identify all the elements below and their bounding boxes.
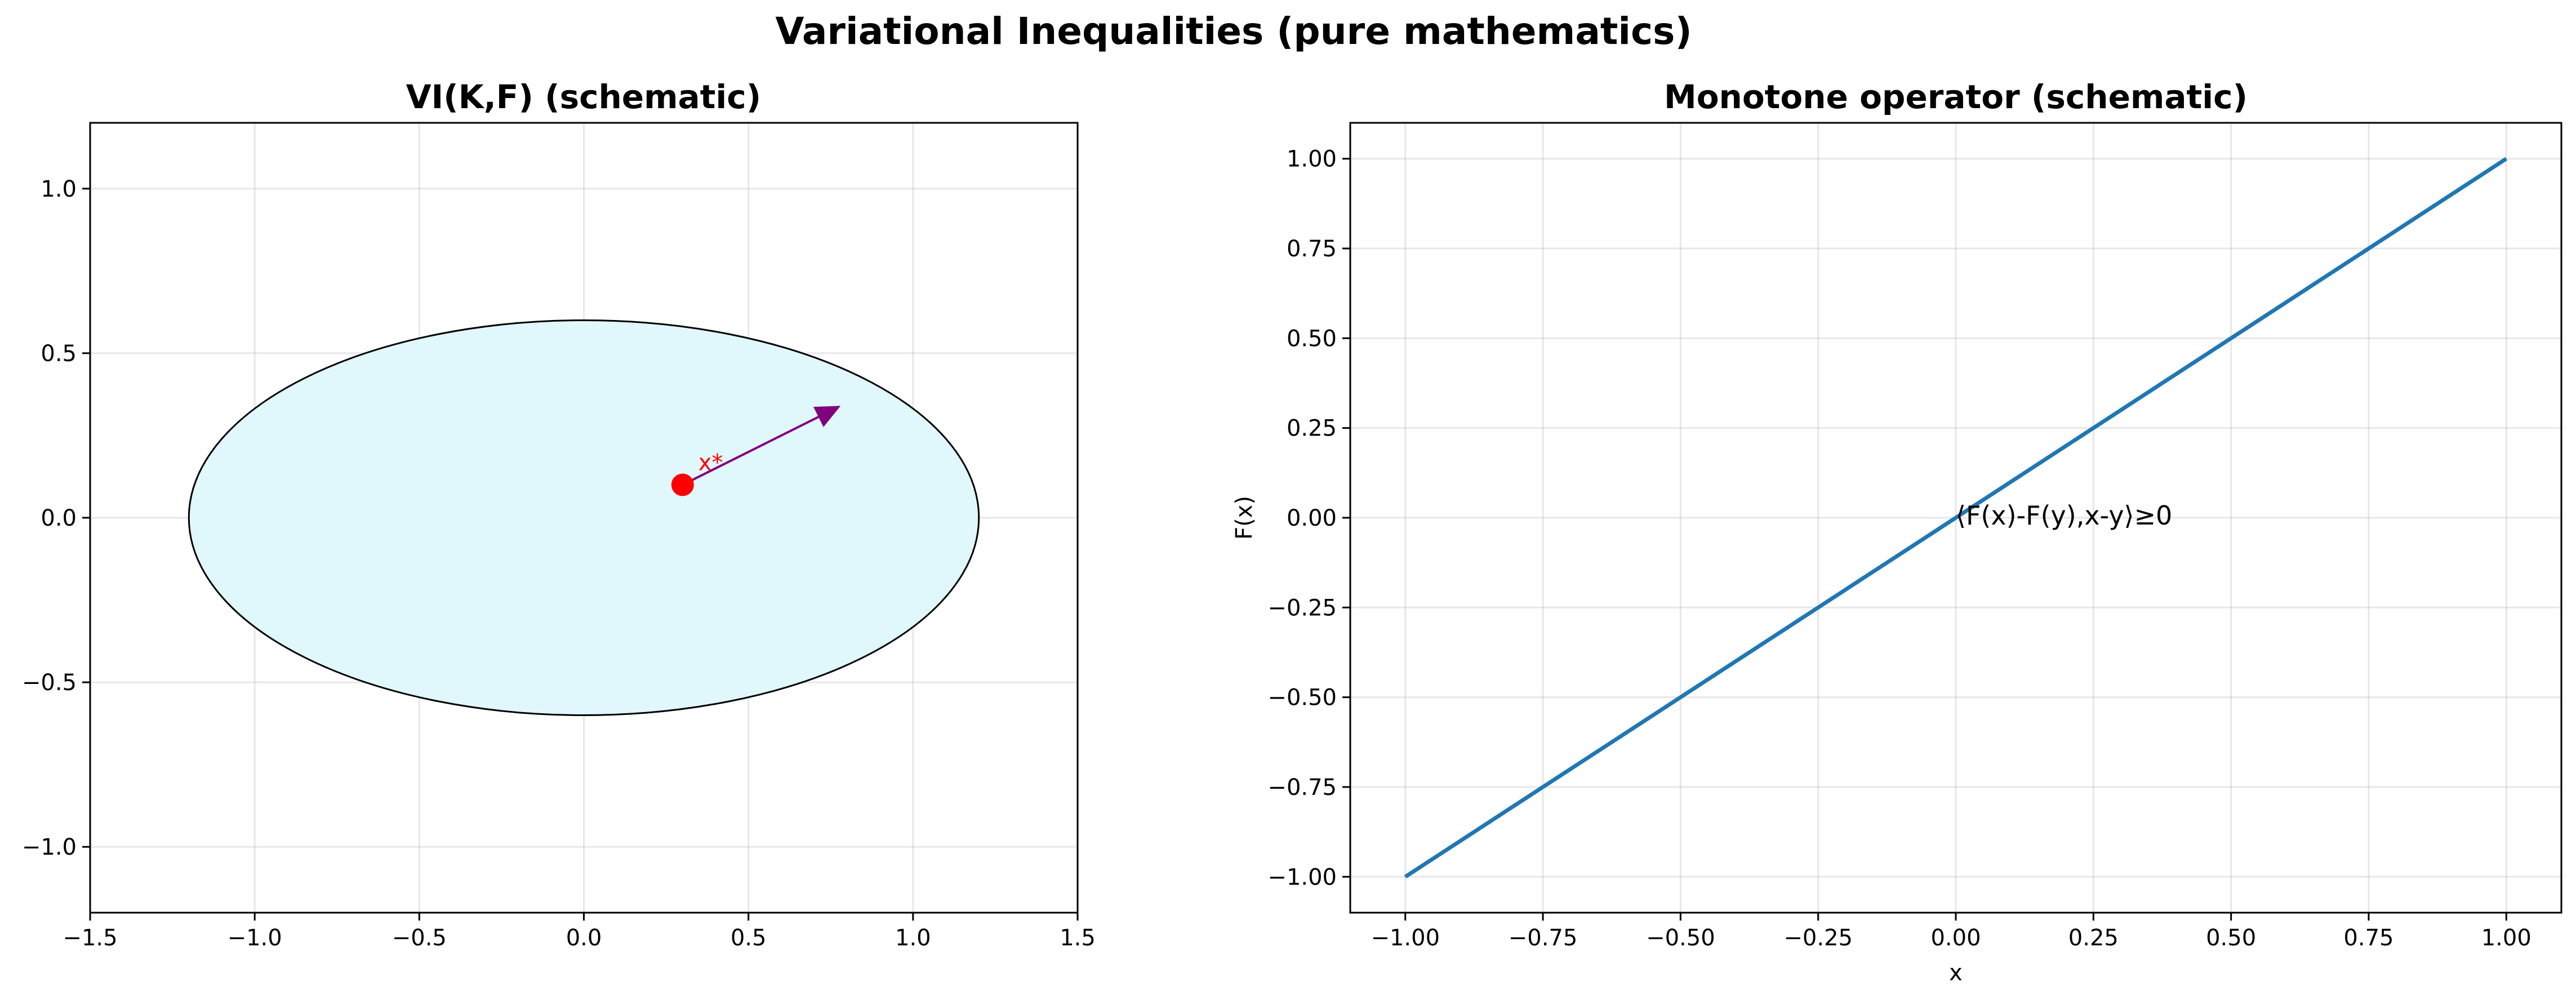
left-plot-area: x* <box>188 319 980 716</box>
right-x-tick-label: 0.00 <box>1930 925 1981 951</box>
right-y-tick-label: 0.00 <box>1287 505 1337 531</box>
right-x-tick-label: −0.25 <box>1783 925 1853 951</box>
right-x-tick-label: −0.50 <box>1646 925 1715 951</box>
left-y-tick-label: 0.5 <box>41 341 77 367</box>
right-chart-title: Monotone operator (schematic) <box>1664 78 2248 116</box>
right-y-tick-label: 0.75 <box>1287 236 1337 262</box>
right-x-tick-label: −1.00 <box>1371 925 1440 951</box>
right-y-tick-label: −0.25 <box>1267 595 1337 621</box>
right-x-tick-label: 0.50 <box>2206 925 2256 951</box>
right-x-tick-label: 1.00 <box>2481 925 2531 951</box>
left-y-tick-label: 1.0 <box>41 176 77 202</box>
right-y-tick-label: −0.75 <box>1267 775 1337 801</box>
right-x-tick-label: 0.25 <box>2068 925 2119 951</box>
left-axes: x* −1.5 −1.0 −0.5 0.0 0.5 1.0 1.5 −1.0 −0.5 0.0 0.… <box>22 78 1096 951</box>
set-k-ellipse <box>188 319 980 716</box>
left-x-tick-label: −1.5 <box>63 925 117 951</box>
left-chart-title: VI(K,F) (schematic) <box>406 78 761 116</box>
right-grid <box>1350 123 2561 913</box>
vector-arrow-shaft <box>682 416 819 486</box>
left-x-tick-label: −1.0 <box>228 925 282 951</box>
left-ticks: −1.5 −1.0 −0.5 0.0 0.5 1.0 1.5 −1.0 −0.5 0.0 0.5 1.… <box>22 176 1096 951</box>
left-x-tick-label: 1.0 <box>895 925 931 951</box>
figure-title: Variational Inequalities (pure mathemati… <box>775 10 1692 53</box>
right-y-axis-label: F(x) <box>1231 496 1257 540</box>
right-y-tick-label: −0.50 <box>1267 685 1337 711</box>
monotonicity-annotation: ⟨F(x)-F(y),x-y⟩≥0 <box>1956 500 2172 531</box>
left-y-tick-label: 0.0 <box>41 505 77 531</box>
left-x-tick-label: 0.5 <box>731 925 767 951</box>
right-x-tick-label: 0.75 <box>2343 925 2393 951</box>
left-y-tick-label: −1.0 <box>22 834 77 860</box>
right-y-tick-label: 1.00 <box>1287 146 1337 172</box>
right-ticks: −1.00 −0.75 −0.50 −0.25 0.00 0.25 0.50 0.75 1.00… <box>1267 146 2531 951</box>
right-y-tick-label: 0.50 <box>1287 326 1337 352</box>
operator-line <box>1404 157 2508 879</box>
right-y-tick-label: −1.00 <box>1267 864 1337 890</box>
right-x-tick-label: −0.75 <box>1509 925 1578 951</box>
right-plot-area: ⟨F(x)-F(y),x-y⟩≥0 <box>1404 157 2508 879</box>
left-y-tick-label: −0.5 <box>22 670 77 696</box>
left-x-tick-label: 1.5 <box>1060 925 1096 951</box>
vector-arrow-head <box>813 406 841 427</box>
solution-point-label: x* <box>698 450 723 476</box>
solution-point <box>671 473 694 496</box>
right-y-tick-label: 0.25 <box>1287 416 1337 442</box>
left-x-tick-label: 0.0 <box>566 925 602 951</box>
left-x-tick-label: −0.5 <box>392 925 447 951</box>
right-axes: ⟨F(x)-F(y),x-y⟩≥0 −1.00 −0.75 −0.50 −0.25 0.… <box>1231 78 2562 986</box>
right-x-axis-label: x <box>1949 960 1963 986</box>
